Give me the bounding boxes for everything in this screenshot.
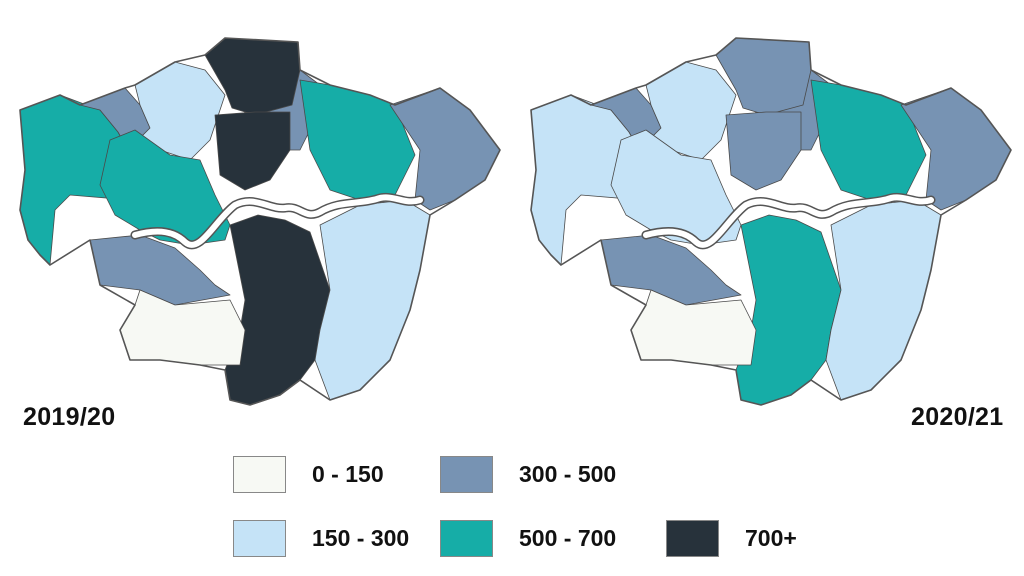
borough-north-east bbox=[810, 79, 927, 201]
map-label-2020-21: 2020/21 bbox=[911, 403, 1004, 431]
legend-item-150-300: 150 - 300 bbox=[233, 520, 409, 557]
legend-swatch-150-300 bbox=[233, 520, 286, 557]
map-label-2019-20: 2019/20 bbox=[23, 403, 116, 431]
legend-label: 0 - 150 bbox=[312, 461, 384, 487]
borough-north-east bbox=[299, 79, 416, 201]
borough-inner-west bbox=[99, 129, 231, 246]
borough-inner-north bbox=[725, 111, 802, 191]
map-outline-right bbox=[530, 37, 1012, 406]
legend-item-500-700: 500 - 700 bbox=[440, 520, 616, 557]
legend-item-0-150: 0 - 150 bbox=[233, 456, 384, 493]
legend-item-300-500: 300 - 500 bbox=[440, 456, 616, 493]
map-2019-20 bbox=[19, 37, 501, 406]
legend-label: 150 - 300 bbox=[312, 525, 410, 551]
borough-south-west-inner bbox=[600, 234, 742, 306]
legend-swatch-0-150 bbox=[233, 456, 286, 493]
legend-label: 500 - 700 bbox=[519, 525, 617, 551]
legend-swatch-300-500 bbox=[440, 456, 493, 493]
borough-inner-west bbox=[610, 129, 742, 246]
legend-label: 700+ bbox=[745, 525, 797, 551]
legend-item-700-plus: 700+ bbox=[666, 520, 797, 557]
river-thames-right bbox=[643, 194, 934, 248]
borough-south-central bbox=[224, 214, 331, 406]
legend-label: 300 - 500 bbox=[519, 461, 617, 487]
borough-south-west-inner bbox=[89, 234, 231, 306]
borough-south-central bbox=[735, 214, 842, 406]
legend-swatch-700-plus bbox=[666, 520, 719, 557]
legend-swatch-500-700 bbox=[440, 520, 493, 557]
borough-inner-north bbox=[214, 111, 291, 191]
river-thames-left bbox=[132, 194, 423, 248]
map-2020-21 bbox=[530, 37, 1012, 406]
map-outline-left bbox=[19, 37, 501, 406]
